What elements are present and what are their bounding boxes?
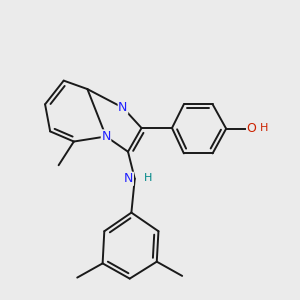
- Text: H: H: [260, 123, 269, 133]
- Text: H: H: [143, 173, 152, 183]
- Text: N: N: [124, 172, 134, 185]
- Text: N: N: [118, 101, 128, 114]
- Text: O: O: [247, 122, 256, 135]
- Text: N: N: [101, 130, 111, 143]
